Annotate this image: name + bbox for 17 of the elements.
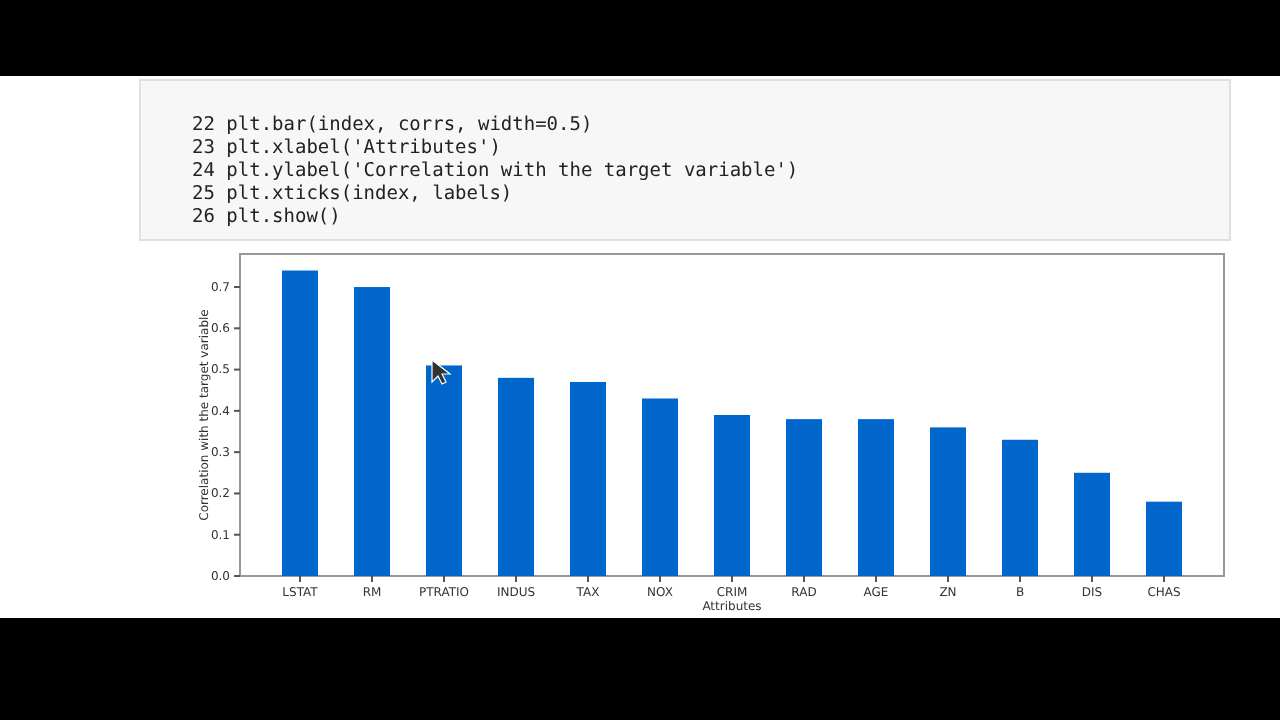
bar <box>570 381 606 576</box>
bar <box>930 427 966 576</box>
text: 24 plt.ylabel('Correlation with the target variable') <box>192 160 799 182</box>
bar <box>1074 472 1110 576</box>
bar <box>714 415 750 576</box>
bar <box>498 377 534 576</box>
text: 25 plt.xticks(index, labels) <box>192 183 513 205</box>
bar <box>1002 439 1038 576</box>
bar <box>282 270 318 576</box>
bar <box>1146 501 1182 576</box>
bar <box>786 419 822 576</box>
bar <box>354 287 390 576</box>
text: 23 plt.xlabel('Attributes') <box>192 137 501 159</box>
bar <box>858 419 894 576</box>
text: 26 plt.show() <box>192 206 341 228</box>
bar <box>642 398 678 576</box>
text: 22 plt.bar(index, corrs, width=0.5) <box>192 114 593 136</box>
